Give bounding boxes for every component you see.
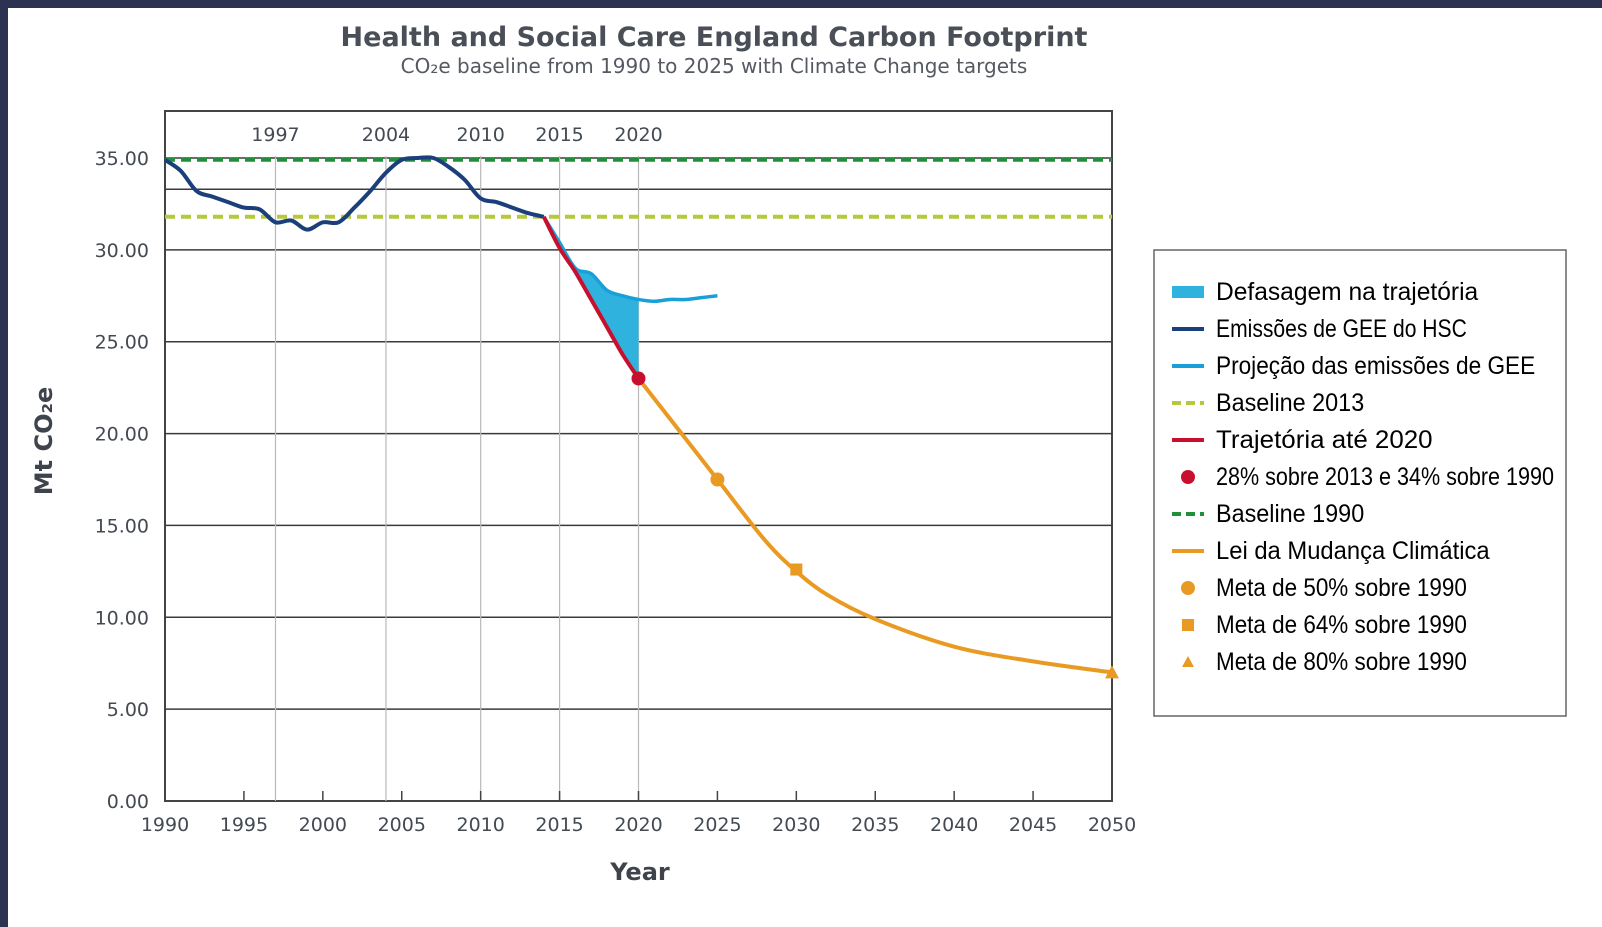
x-tick-label: 2010 [456,814,504,836]
x-tick-label: 2035 [851,814,899,836]
x-tick-label: 2030 [772,814,820,836]
y-tick-label: 20.00 [95,424,149,446]
x-tick-label: 2040 [930,814,978,836]
legend-key-circle [1181,581,1195,595]
top-year-label: 2004 [362,124,410,146]
y-axis-label: Mt CO₂e [30,387,58,496]
legend-key-triangle [1182,656,1194,667]
trajectory-2020-line [542,215,641,380]
y-tick-label: 10.00 [95,607,149,629]
legend-label: Baseline 2013 [1216,389,1364,417]
chart-subtitle: CO₂e baseline from 1990 to 2025 with Cli… [401,54,1028,78]
legend-key-circle [1181,470,1195,484]
carbon-footprint-chart: Health and Social Care England Carbon Fo… [30,22,1567,886]
legend-key-square [1182,619,1194,631]
x-axis-label: Year [609,858,670,886]
x-tick-label: 2045 [1009,814,1057,836]
top-year-label: 2010 [456,124,504,146]
legend-label: Baseline 1990 [1216,500,1364,528]
top-year-label: 1997 [251,124,299,146]
legend-label: Lei da Mudança Climática [1216,537,1490,565]
top-year-label: 2015 [535,124,583,146]
y-tick-label: 0.00 [107,791,149,813]
legend-box [1153,249,1567,717]
legend-label: Trajetória até 2020 [1216,426,1433,454]
legend-label: Meta de 64% sobre 1990 [1216,611,1467,639]
y-tick-label: 15.00 [95,515,149,537]
y-tick-label: 5.00 [107,699,149,721]
x-tick-label: 2025 [693,814,741,836]
target-marker [790,563,803,576]
legend-label: Emissões de GEE do HSC [1216,315,1467,343]
legend-key-patch [1172,286,1204,298]
x-tick-label: 2050 [1088,814,1136,836]
x-tick-label: 2015 [535,814,583,836]
legend-label: 28% sobre 2013 e 34% sobre 1990 [1216,463,1554,491]
x-tick-label: 2020 [614,814,662,836]
x-tick-label: 1995 [220,814,268,836]
target-marker [1105,665,1119,679]
y-tick-label: 35.00 [95,148,149,170]
legend-label: Projeção das emissões de GEE [1216,352,1535,380]
legend-label: Defasagem na trajetória [1216,278,1478,306]
y-tick-label: 30.00 [95,240,149,262]
plot-area [163,110,1119,802]
target-marker [710,472,725,487]
climate-change-act-line [636,377,1113,675]
axes: 0.00 5.00 10.00 15.00 20.00 25.00 30.00 35.00 19… [95,124,1137,836]
y-tick-label: 25.00 [95,332,149,354]
target-marker [631,371,646,386]
chart-title: Health and Social Care England Carbon Fo… [341,22,1088,53]
x-tick-label: 2005 [378,814,426,836]
x-tick-label: 2000 [299,814,347,836]
top-year-label: 2020 [614,124,662,146]
hsc-emissions-line [163,155,545,232]
legend-label: Meta de 50% sobre 1990 [1216,574,1467,602]
slide-canvas: Health and Social Care England Carbon Fo… [8,8,1602,927]
legend-label: Meta de 80% sobre 1990 [1216,648,1467,676]
x-tick-label: 1990 [141,814,189,836]
legend: Defasagem na trajetória Emissões de GEE d… [1153,249,1567,717]
